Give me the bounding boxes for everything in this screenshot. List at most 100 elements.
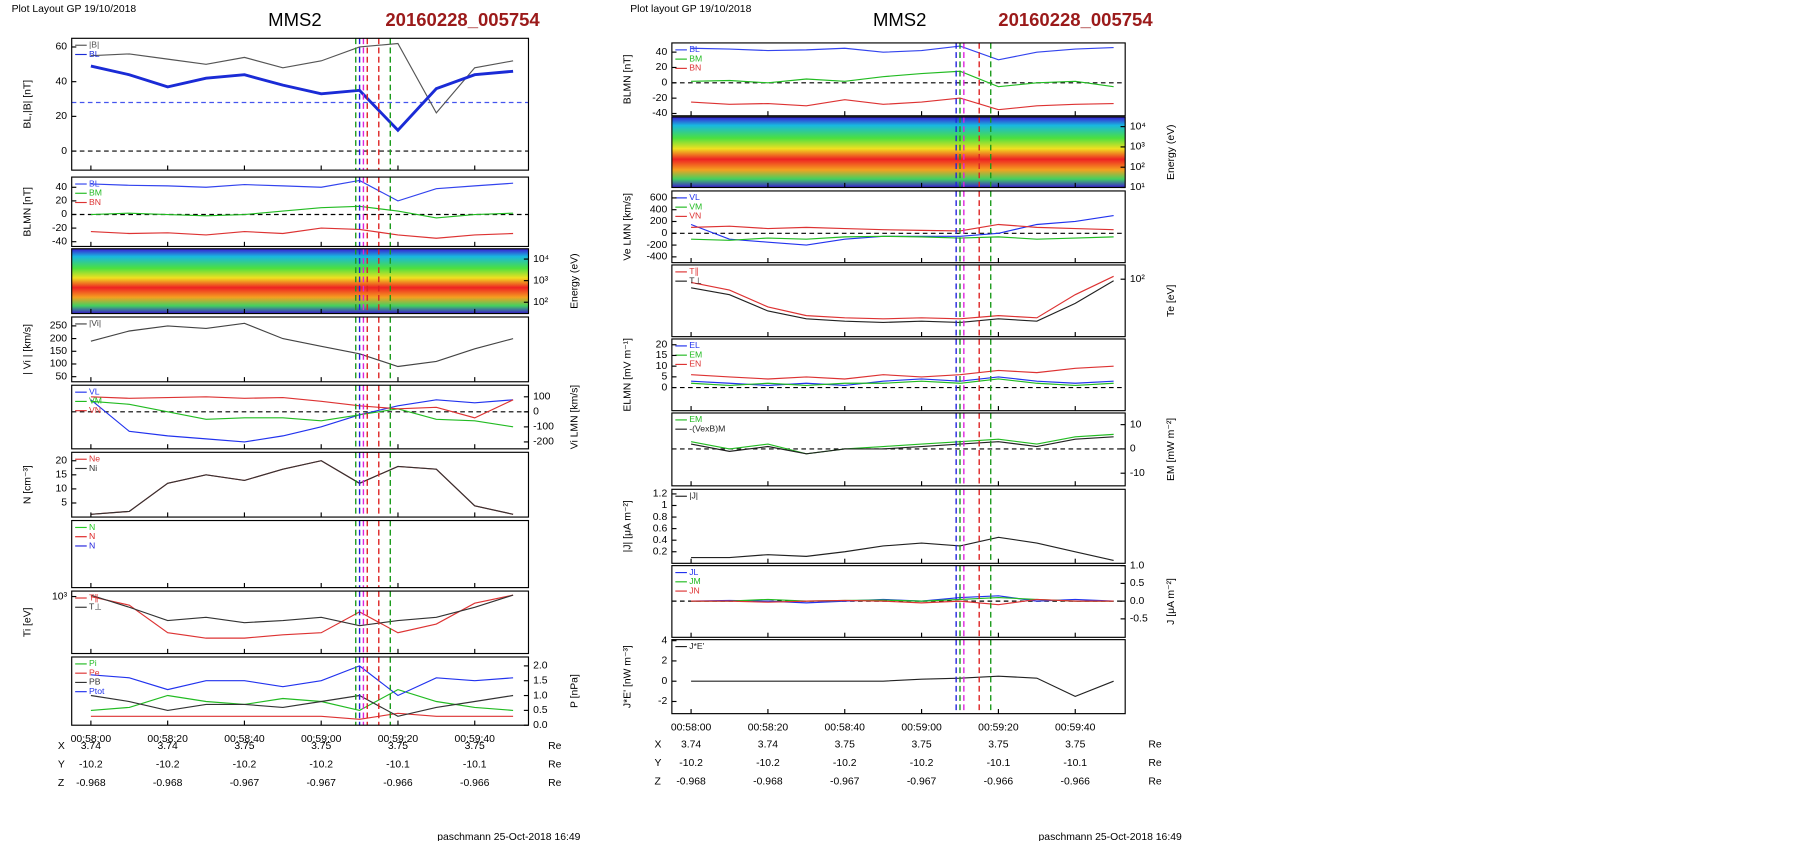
panel-frame bbox=[71, 316, 530, 383]
ephemeris-label: X bbox=[58, 741, 65, 752]
panel-frame bbox=[671, 264, 1126, 338]
y-tick-label: 0.4 bbox=[653, 535, 668, 546]
y-tick-label: 0 bbox=[661, 676, 667, 687]
series-line bbox=[691, 378, 1114, 387]
y-tick-label: 20 bbox=[656, 62, 668, 73]
y-tick-label: 0.2 bbox=[653, 547, 668, 558]
ephemeris-value: -10.1 bbox=[386, 759, 410, 770]
panel-frame bbox=[671, 190, 1126, 264]
panel-frame bbox=[71, 590, 530, 655]
panel-frame bbox=[71, 451, 530, 518]
x-tick-label: 00:59:20 bbox=[378, 734, 419, 745]
y-tick-label: 20 bbox=[656, 340, 668, 351]
ephemeris-value: -10.2 bbox=[309, 759, 333, 770]
y-tick-label: 200 bbox=[650, 216, 668, 227]
ephemeris-value: -0.968 bbox=[153, 778, 183, 789]
legend-label: Pe bbox=[89, 667, 100, 677]
y-tick-label: 4 bbox=[661, 635, 667, 646]
series-line bbox=[90, 400, 514, 428]
panel-frame bbox=[671, 42, 1126, 117]
y-tick-label: 0.6 bbox=[653, 523, 668, 534]
y-tick-label: 1.0 bbox=[1130, 560, 1145, 571]
event-id: 20160228_005754 bbox=[998, 9, 1153, 30]
series-line bbox=[90, 594, 514, 639]
y-tick-label: -200 bbox=[533, 437, 554, 448]
ephemeris-value: -0.968 bbox=[753, 777, 783, 788]
y-tick-label: 40 bbox=[56, 76, 68, 87]
y-tick-label: -40 bbox=[652, 108, 667, 119]
spectrogram bbox=[71, 248, 529, 314]
y-tick-label: -10 bbox=[1130, 468, 1145, 479]
y-tick-label: 0 bbox=[661, 382, 667, 393]
y-tick-label: 0.5 bbox=[1130, 578, 1145, 589]
ephemeris-value: -10.1 bbox=[1063, 758, 1087, 769]
legend-label: Ni bbox=[89, 463, 97, 473]
panel-frame bbox=[671, 338, 1126, 412]
series-line bbox=[691, 45, 1114, 61]
legend-label: Pi bbox=[89, 658, 97, 668]
y-axis-label: Te [eV] bbox=[1166, 285, 1177, 317]
y-tick-label: 0.5 bbox=[533, 705, 548, 716]
y-axis-label: Energy (eV) bbox=[569, 253, 580, 308]
ephemeris-value: 3.74 bbox=[758, 740, 778, 751]
y-tick-label: -400 bbox=[646, 252, 667, 263]
legend-label: VL bbox=[689, 192, 700, 202]
series-line bbox=[90, 665, 514, 697]
y-tick-label: 10³ bbox=[52, 591, 68, 602]
ephemeris-value: 3.75 bbox=[1065, 740, 1085, 751]
ephemeris-value: -0.967 bbox=[230, 778, 260, 789]
ephemeris-value: -0.967 bbox=[830, 777, 860, 788]
legend-label: T∥ bbox=[89, 592, 99, 602]
series-line bbox=[90, 712, 514, 720]
y-tick-label: 40 bbox=[656, 47, 668, 58]
y-axis-label: Vi LMN [km/s] bbox=[569, 385, 580, 450]
ephemeris-unit: Re bbox=[548, 759, 562, 770]
y-tick-label: -2 bbox=[658, 696, 667, 707]
y-tick-label: -200 bbox=[646, 240, 667, 251]
ephemeris-value: -0.966 bbox=[460, 778, 490, 789]
legend-label: VN bbox=[689, 211, 701, 221]
y-tick-label: 0 bbox=[661, 78, 667, 89]
x-tick-label: 00:59:40 bbox=[1055, 722, 1096, 733]
ephemeris-value: -0.967 bbox=[907, 777, 937, 788]
legend-label: EN bbox=[689, 359, 701, 369]
footer: paschmann 25-Oct-2018 16:49 bbox=[1039, 832, 1182, 841]
y-tick-label: 400 bbox=[650, 204, 668, 215]
series-line bbox=[691, 223, 1114, 232]
ephemeris-value: -10.2 bbox=[79, 759, 103, 770]
y-tick-label: 10 bbox=[656, 361, 668, 372]
legend-label: -(VexB)M bbox=[689, 423, 725, 433]
ephemeris-value: -10.1 bbox=[987, 758, 1011, 769]
y-tick-label: 20 bbox=[56, 196, 68, 207]
series-line bbox=[691, 235, 1114, 241]
legend-label: BN bbox=[89, 197, 101, 207]
y-tick-label: 10¹ bbox=[1130, 182, 1146, 193]
x-tick-label: 00:58:00 bbox=[71, 734, 112, 745]
panel-frame bbox=[71, 519, 530, 589]
series-line bbox=[90, 396, 514, 419]
y-tick-label: 100 bbox=[50, 359, 68, 370]
ephemeris-label: Z bbox=[655, 777, 662, 788]
panel-frame bbox=[671, 488, 1126, 564]
legend-label: EM bbox=[689, 349, 702, 359]
y-tick-label: 0 bbox=[533, 407, 539, 418]
legend-label: T∥ bbox=[689, 266, 699, 276]
x-tick-label: 00:58:20 bbox=[748, 722, 789, 733]
y-tick-label: 10⁴ bbox=[1130, 121, 1146, 132]
ephemeris-value: -10.2 bbox=[833, 758, 857, 769]
y-tick-label: -100 bbox=[533, 422, 554, 433]
ephemeris-value: 3.75 bbox=[234, 741, 254, 752]
legend-label: EM bbox=[689, 414, 702, 424]
ephemeris-value: -0.966 bbox=[1061, 777, 1091, 788]
ephemeris-value: -10.2 bbox=[910, 758, 934, 769]
y-tick-label: 20 bbox=[56, 111, 68, 122]
y-tick-label: 0 bbox=[661, 228, 667, 239]
y-tick-label: -20 bbox=[652, 93, 667, 104]
y-axis-label: Ve LMN [km/s] bbox=[623, 193, 634, 261]
panel-frame bbox=[71, 384, 530, 450]
y-tick-label: 0 bbox=[61, 209, 67, 220]
y-tick-label: 10² bbox=[533, 297, 549, 308]
series-line bbox=[690, 280, 1114, 324]
y-axis-label: Ti [eV] bbox=[23, 607, 34, 637]
